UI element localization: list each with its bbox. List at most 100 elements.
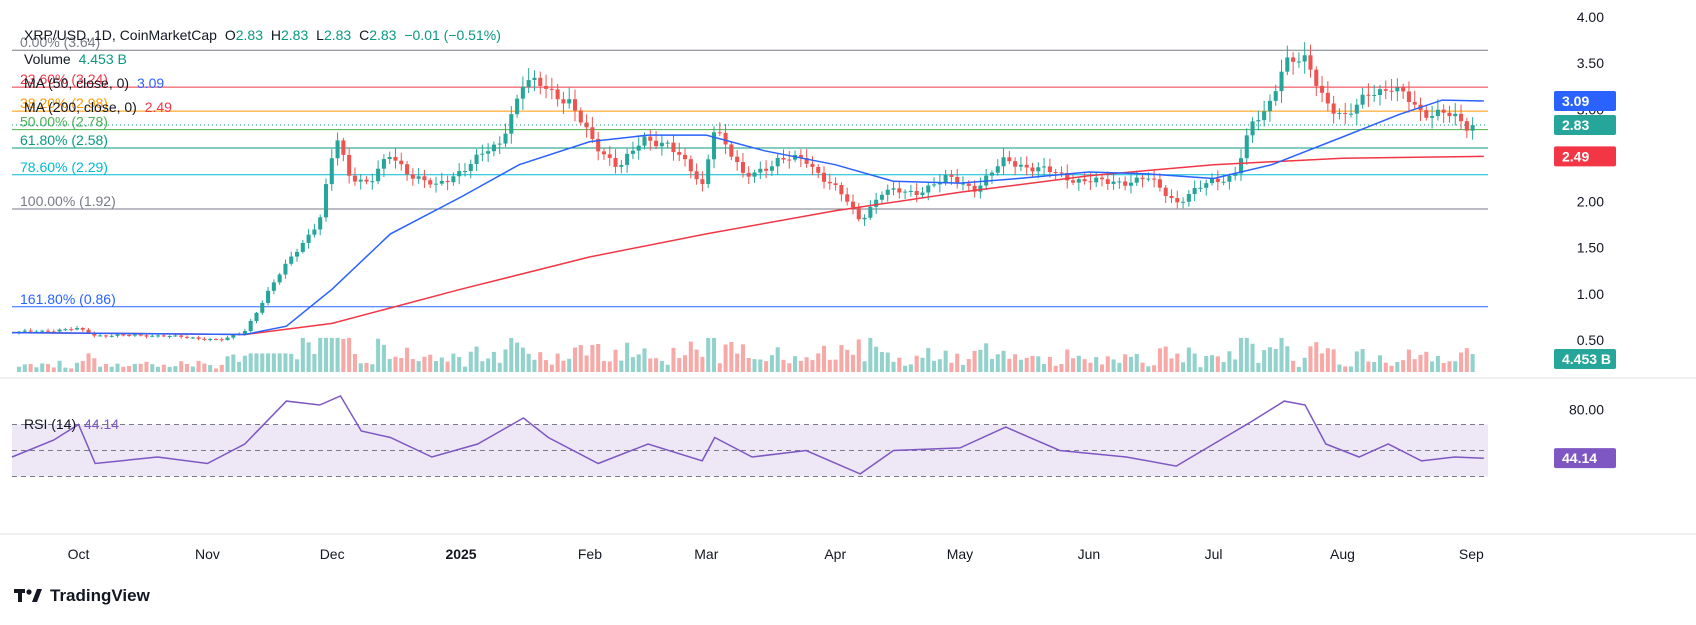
candle-body [127, 334, 132, 336]
candle-body [115, 334, 120, 336]
volume-bar [1059, 363, 1064, 372]
volume-bar [1296, 366, 1301, 372]
candle-body [1325, 92, 1330, 104]
candle-body [86, 329, 91, 334]
candle-body [1377, 89, 1382, 96]
price-tick-label: 2.00 [1577, 194, 1604, 210]
volume-bar [787, 363, 792, 372]
candle-body [422, 176, 427, 181]
volume-bar [1412, 359, 1417, 372]
time-axis-label: Sep [1459, 546, 1484, 562]
volume-bar [781, 359, 786, 372]
volume-bar [480, 361, 485, 372]
volume-bar [937, 359, 942, 372]
candle-body [1111, 181, 1116, 184]
volume-bar [897, 357, 902, 372]
volume-bar [179, 361, 184, 372]
volume-bar [572, 347, 578, 372]
candle-body [433, 183, 439, 185]
candle-body [833, 183, 838, 186]
candle-body [387, 156, 392, 160]
time-axis-label: May [947, 546, 973, 562]
volume-bar [769, 355, 774, 372]
candle-body [1256, 120, 1261, 122]
candle-body [578, 110, 583, 123]
candle-body [596, 138, 601, 152]
volume-bar [352, 354, 357, 372]
volume-bar [677, 358, 682, 372]
volume-bar [1105, 356, 1110, 372]
price-badge: 3.09 [1562, 93, 1589, 109]
symbol-title[interactable]: XRP/USD, 1D, CoinMarketCap [24, 27, 217, 43]
candle-body [538, 77, 543, 86]
candle-body [1065, 172, 1070, 181]
candle-body [1134, 177, 1139, 183]
candle-body [1464, 121, 1469, 131]
volume-bar [700, 356, 705, 372]
tradingview-logo[interactable]: TradingView [14, 586, 150, 606]
candle-body [532, 77, 537, 81]
candle-body [1453, 113, 1458, 117]
candle-body [677, 152, 682, 155]
candle-body [711, 132, 717, 160]
volume-bar [1354, 351, 1359, 372]
volume-bar [103, 364, 108, 372]
candle-body [891, 188, 896, 190]
volume-bar [671, 347, 676, 372]
candle-body [260, 302, 265, 313]
candle-body [1244, 135, 1249, 159]
volume-bar [758, 359, 763, 372]
candle-body [995, 166, 1000, 173]
volume-bar [891, 361, 896, 372]
candle-body [1140, 177, 1145, 180]
candle-body [908, 190, 913, 192]
volume-bar [1279, 337, 1284, 372]
candle-body [746, 172, 751, 177]
candle-body [509, 114, 514, 134]
candle-body [966, 183, 971, 186]
volume-bar [115, 363, 120, 372]
volume-bar [966, 359, 971, 372]
candle-body [816, 166, 821, 173]
volume-bar [1204, 355, 1209, 372]
volume-bar [40, 363, 45, 372]
volume-bar [132, 363, 137, 372]
volume-legend[interactable]: Volume 4.453 B [24, 50, 131, 68]
volume-bar [306, 342, 311, 372]
candle-body [989, 172, 994, 176]
candle-body [1105, 179, 1110, 184]
candle-body [451, 176, 456, 183]
ma50-label: MA (50, close, 0) [24, 75, 130, 91]
candle-body [202, 338, 207, 340]
volume-bar [63, 367, 68, 372]
volume-bar [1024, 357, 1029, 372]
candle-body [213, 338, 218, 340]
volume-bar [109, 366, 114, 372]
candle-body [1198, 187, 1203, 189]
volume-bar [816, 353, 821, 372]
candle-body [549, 88, 554, 90]
candle-body [821, 172, 827, 182]
candle-body [1238, 158, 1244, 174]
volume-bar [51, 367, 56, 372]
candle-body [810, 163, 815, 167]
volume-bar [381, 344, 386, 372]
candle-body [173, 335, 178, 337]
candle-body [1152, 178, 1157, 180]
ma200-legend[interactable]: MA (200, close, 0) 2.49 [24, 98, 176, 116]
rsi-legend[interactable]: RSI (14) 44.14 [24, 415, 123, 433]
volume-bar [1036, 356, 1041, 372]
volume-bar [1377, 355, 1382, 372]
volume-bar [161, 364, 166, 372]
candle-body [1296, 61, 1301, 63]
ma50-legend[interactable]: MA (50, close, 0) 3.09 [24, 74, 168, 92]
volume-bar [793, 356, 798, 372]
price-tick-label: 3.50 [1577, 55, 1604, 71]
volume-bar [839, 345, 844, 372]
volume-bar [642, 348, 647, 372]
volume-bar [248, 353, 253, 372]
volume-bar [283, 353, 288, 372]
candle-body [1233, 173, 1238, 176]
